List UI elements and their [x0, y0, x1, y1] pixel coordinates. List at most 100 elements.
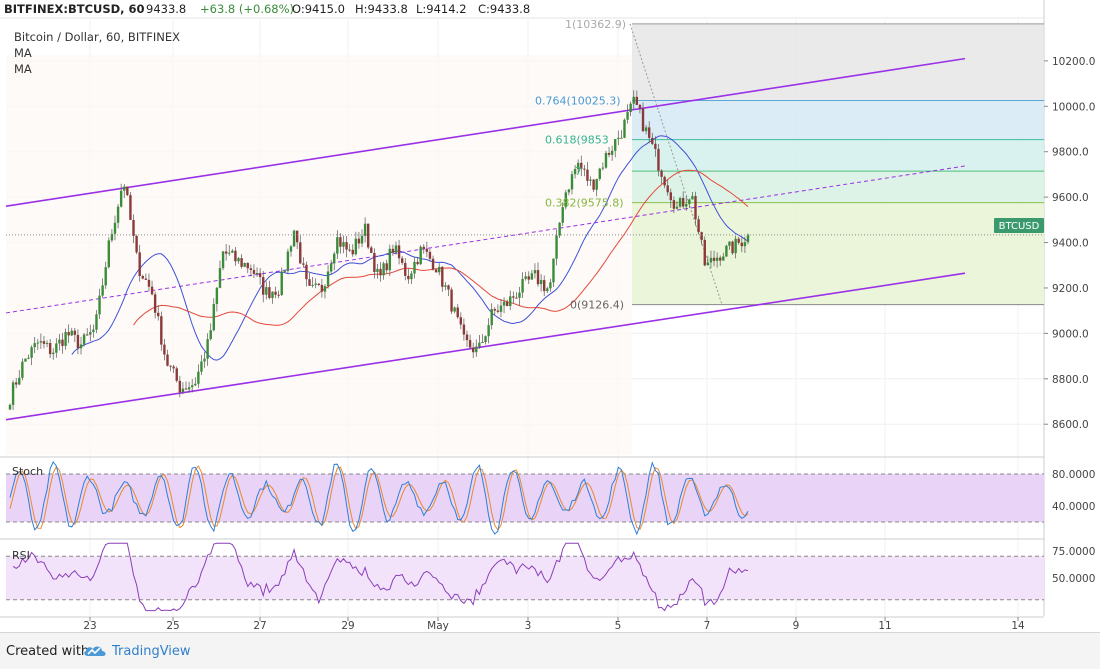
candle-body: [397, 245, 401, 259]
candle-body: [203, 358, 206, 362]
candle-body: [471, 347, 475, 353]
candle-body: [691, 196, 694, 200]
candle-body: [706, 262, 710, 266]
candle-body: [536, 270, 540, 285]
channel-mid-line: [5, 165, 966, 314]
candle-body: [413, 261, 416, 274]
candle-body: [493, 309, 496, 311]
candle-body: [657, 148, 660, 171]
candle-body: [617, 137, 620, 140]
fib-zone: [632, 100, 1044, 140]
candle-body: [228, 252, 231, 254]
candle-body: [126, 186, 129, 196]
price-axes: 10200.0 10000.0 9800.0 9600.0 9400.0 9200.0 90…: [6, 0, 1100, 617]
candle-body: [388, 248, 392, 271]
candle-body: [153, 294, 157, 313]
rsi-line: [12, 542, 749, 612]
candle-body: [271, 291, 274, 298]
candle-body: [79, 344, 83, 349]
candle-body: [234, 250, 237, 262]
candle-body: [725, 245, 728, 257]
candle-body: [157, 312, 160, 317]
candle-body: [268, 287, 271, 298]
candle-body: [175, 368, 178, 381]
candle-body: [410, 273, 413, 280]
candle-body: [715, 257, 719, 261]
candle-body: [404, 262, 407, 276]
candle-body: [163, 344, 166, 355]
candle-body: [459, 317, 463, 325]
header-low: L:9414.2: [416, 2, 467, 16]
candle-body: [206, 339, 209, 359]
candle-body: [370, 247, 373, 253]
candle-body: [224, 251, 228, 254]
candle-body: [342, 242, 345, 247]
candle-body: [465, 334, 469, 341]
candle-body: [92, 329, 95, 333]
candle-body: [36, 342, 39, 344]
candle-body: [468, 340, 472, 348]
ma-red-line: [133, 169, 749, 326]
candle-body: [55, 343, 58, 353]
candle-body: [178, 380, 182, 393]
price-tick-label: 9400.0: [1052, 238, 1089, 250]
candle-body: [320, 284, 324, 292]
candle-body: [428, 251, 432, 259]
fib-label: 0(9126.4): [570, 299, 624, 312]
candle-body: [737, 238, 740, 243]
time-tick-label: 7: [704, 620, 711, 632]
candle-body: [110, 233, 114, 241]
candle-body: [286, 251, 290, 271]
candle-body: [64, 331, 67, 346]
candle-body: [632, 96, 635, 104]
candle-body: [215, 287, 219, 305]
candle-body: [731, 241, 734, 254]
candle-body: [521, 278, 524, 293]
candle-body: [703, 239, 706, 266]
fib-label: 1(10362.9): [565, 18, 626, 31]
candle-body: [746, 234, 750, 243]
candle-body: [82, 334, 86, 345]
price-tick-label: 9600.0: [1052, 192, 1089, 204]
header-change: +63.8 (+0.68%): [200, 2, 294, 16]
footer-brand[interactable]: TradingView: [112, 644, 191, 659]
candle-body: [638, 104, 642, 109]
candle-body: [592, 179, 595, 190]
candle-body: [209, 330, 212, 340]
candle-body: [678, 198, 682, 207]
candle-body: [601, 167, 605, 169]
candle-body: [166, 354, 169, 366]
candle-body: [546, 288, 549, 292]
stoch-title: Stoch: [12, 465, 43, 478]
time-axis: 23 25 27 29 May 3 5 7 9 11 14: [83, 617, 1025, 632]
candle-body: [190, 385, 194, 388]
candle-body: [570, 174, 574, 190]
candle-body: [70, 330, 73, 336]
candle-body: [709, 257, 713, 263]
candle-body: [580, 162, 583, 169]
candle-body: [663, 176, 666, 186]
footer-bar: Created with TradingView: [0, 632, 1100, 669]
candle-body: [719, 257, 722, 261]
candle-body: [323, 286, 327, 292]
candle-body: [194, 383, 197, 386]
candle-body: [407, 275, 410, 280]
candle-body: [586, 169, 589, 181]
candle-body: [11, 382, 15, 405]
candle-body: [447, 285, 450, 290]
candle-body: [444, 285, 447, 287]
candle-body: [694, 196, 697, 220]
chart-svg[interactable]: 1(10362.9) 0.764(10025.3) 0.618(9853 7 0.382…: [0, 0, 1100, 632]
header-high: H:9433.8: [355, 2, 408, 16]
candle-body: [348, 249, 351, 251]
candle-body: [685, 203, 688, 207]
legend-ma-1: MA: [14, 46, 32, 60]
price-channel: [5, 23, 966, 421]
price-tag-label: BTCUSD: [999, 221, 1040, 232]
candle-body: [262, 277, 265, 295]
header-open: O:9415.0: [292, 2, 345, 16]
fib-zone: [632, 139, 1044, 172]
candle-body: [246, 262, 249, 269]
candle-body: [129, 195, 132, 220]
candle-body: [299, 242, 302, 264]
